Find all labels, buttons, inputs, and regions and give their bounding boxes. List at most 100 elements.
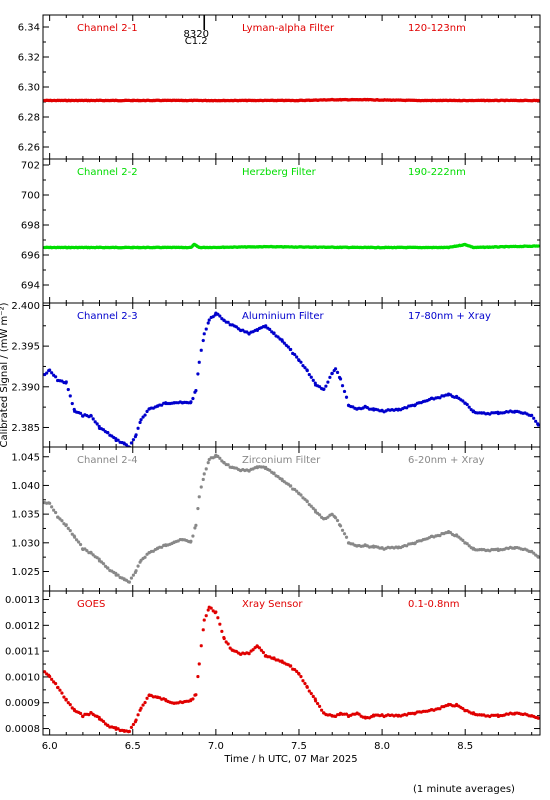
data-point [295,669,299,674]
data-point [430,396,434,400]
data-point [103,430,108,434]
data-point [259,465,264,469]
data-point [264,653,268,658]
data-point [76,410,81,415]
data-point [405,713,409,717]
data-point [394,545,398,549]
data-point [444,393,448,397]
data-point [162,401,166,405]
series-3 [43,311,540,447]
data-point [293,667,297,672]
data-point [319,515,324,519]
data-point [347,714,351,718]
data-point [234,466,239,470]
data-point [218,622,222,626]
data-point [249,649,253,653]
data-point [510,410,515,414]
data-point [444,704,448,708]
data-point [521,712,525,717]
data-point [508,545,513,549]
data-point [164,699,168,703]
data-point [293,352,297,357]
x-tick-label: 8.5 [457,741,473,752]
data-point [99,560,104,564]
data-point [328,713,332,717]
data-point [45,672,49,676]
data-point [245,651,249,655]
data-point [324,516,328,521]
data-point [232,466,237,470]
data-point [101,719,106,724]
y-tick-label: 1.040 [11,481,40,492]
data-point [164,401,168,406]
data-point [299,360,303,364]
y-tick-label: 0.0011 [5,647,40,658]
data-point [91,712,95,716]
data-point [380,408,384,412]
data-point [54,375,58,379]
data-point [207,457,211,462]
data-point [425,537,429,541]
y-axis-label: Calibrated Signal / (mW m⁻²) [0,302,10,447]
data-point [394,713,398,717]
y-tick-label: 0.0010 [5,672,40,683]
data-point [353,406,357,410]
data-point [355,407,359,411]
data-point [357,712,361,716]
y-tick-label: 2.395 [11,342,40,353]
data-point [116,438,120,442]
data-point [450,394,455,399]
data-point [230,648,235,652]
data-point [382,410,386,414]
data-point [536,244,540,248]
data-point [213,313,217,317]
data-point [303,681,307,686]
data-point [151,695,155,699]
data-point [521,547,525,552]
data-point [58,688,62,692]
data-point [425,709,429,713]
data-point [513,545,517,550]
data-point [351,712,355,716]
x-tick-label: 6.5 [125,741,141,752]
data-point [407,711,411,716]
data-point [519,411,523,415]
data-point [189,539,193,543]
data-point [110,725,114,729]
data-point [434,396,438,400]
data-point [158,403,162,407]
data-point [289,347,293,352]
data-point [58,517,62,521]
data-point [118,440,122,444]
data-point [243,330,247,334]
y-tick-label: 702 [21,161,40,172]
data-point [502,547,507,551]
data-point [68,394,72,398]
data-point [158,545,162,549]
data-point [419,539,423,543]
data-point [367,545,372,549]
panel-band-label: 120-123nm [408,23,466,34]
data-point [284,343,288,347]
data-point [95,422,99,426]
panel-3: 2.385 2.390 2.395 2.400 Channel 2-3 Aluminium… [11,301,541,448]
data-point [307,689,311,693]
data-point [156,546,160,550]
data-point [138,420,142,425]
data-point [436,707,440,711]
data-point [421,538,425,542]
data-point [272,656,276,660]
data-point [380,713,384,717]
data-point [386,545,390,549]
data-point [369,545,374,549]
data-point [183,400,187,404]
data-point [382,547,386,551]
data-point [392,714,396,718]
data-point [204,327,208,331]
data-point [390,408,394,412]
data-point [178,700,182,704]
data-point [120,728,124,732]
data-point [168,401,172,406]
data-point [421,399,425,404]
panel-filter-label: Zirconium Filter [242,455,321,466]
